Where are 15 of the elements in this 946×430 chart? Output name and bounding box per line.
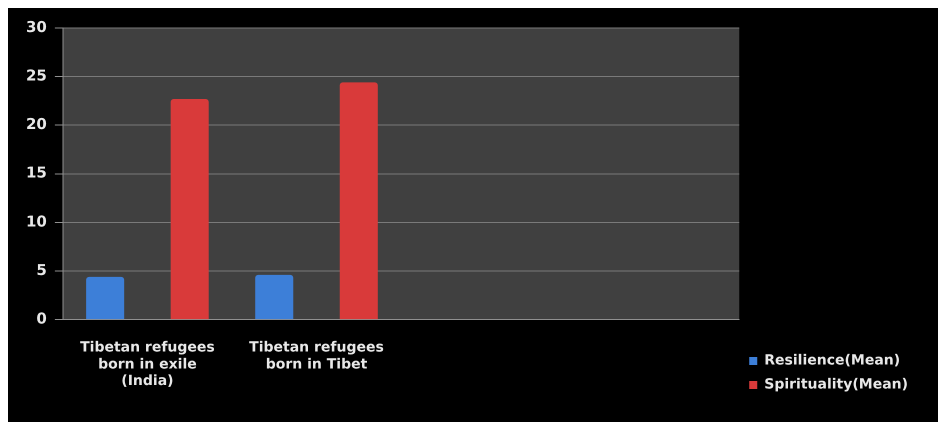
bar	[170, 98, 209, 320]
y-tick-label: 15	[26, 164, 47, 182]
y-tick-label: 5	[36, 260, 47, 279]
y-tick-label: 10	[26, 212, 47, 230]
bar	[86, 276, 124, 320]
y-tick-label: 25	[26, 66, 47, 84]
x-tick-label: Tibetan refugees born in Tibet	[249, 340, 384, 372]
legend-label: Spirituality(Mean)	[764, 376, 908, 393]
y-tick-label: 20	[26, 115, 47, 134]
bar	[340, 82, 378, 320]
y-tick-label: 0	[36, 309, 47, 328]
x-tick-label: Tibetan refugees born in exile (India)	[80, 340, 215, 390]
legend-label: Resilience(Mean)	[764, 352, 900, 369]
y-tick-label: 30	[26, 18, 47, 36]
bar	[255, 274, 294, 320]
